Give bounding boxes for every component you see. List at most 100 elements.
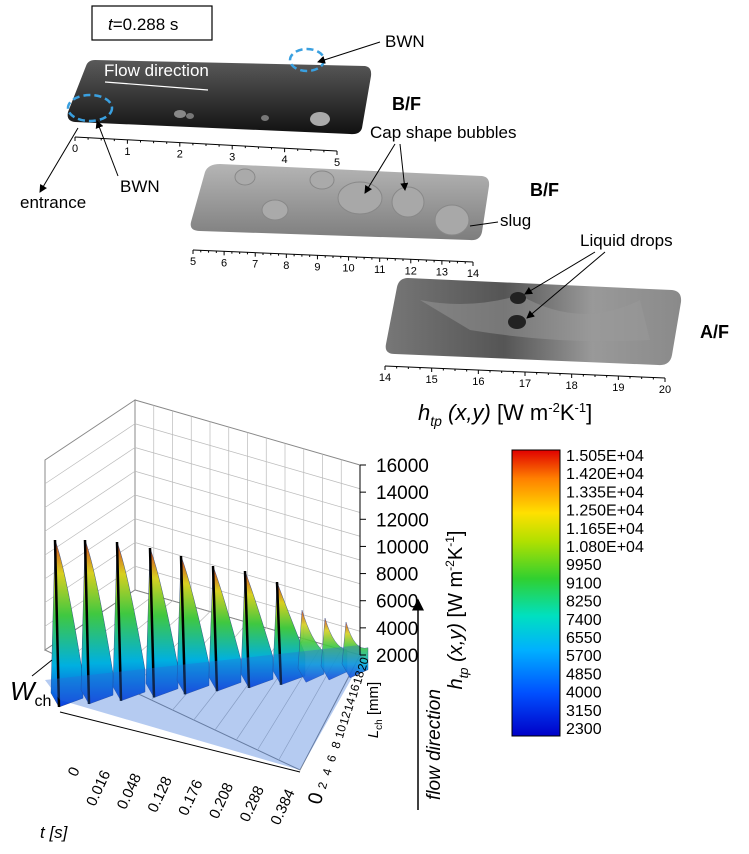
l-tick-label: 4 <box>320 767 335 777</box>
t-tick-label: 0.208 <box>206 780 237 821</box>
t-tick-label: 0.048 <box>114 771 145 812</box>
grid-line <box>66 595 154 661</box>
colorbar <box>511 449 561 737</box>
l-tick-label: 18 <box>350 669 367 686</box>
peak-edge <box>243 570 251 689</box>
tick-label: 15 <box>426 374 438 386</box>
z-axis-title: htp (x,y) [W m-2K-1] <box>443 531 471 690</box>
arrow <box>399 143 409 191</box>
colorbar-label: 1.250E+04 <box>566 503 644 520</box>
tick-label: 11 <box>374 264 385 276</box>
tick-label: 9 <box>314 261 320 273</box>
time-box <box>91 5 213 41</box>
l-tick-label: 14 <box>341 696 358 713</box>
l-tick-label: 6 <box>324 753 339 763</box>
t-tick-label: 0.288 <box>237 783 268 824</box>
colorbar-label: 6550 <box>566 630 602 647</box>
flow-arrow <box>104 81 209 91</box>
arrow <box>95 120 119 177</box>
tick-label: 8 <box>283 260 289 272</box>
tick-label: 10 <box>342 263 354 275</box>
tick-label: 16 <box>472 376 484 388</box>
t-tick-label: 0.384 <box>267 787 298 828</box>
colorbar-label: 4850 <box>566 666 602 683</box>
colorbar-label: 2300 <box>566 721 602 738</box>
colorbar-label: 9100 <box>566 575 602 592</box>
frame-1 <box>67 60 372 135</box>
axis-line <box>59 711 301 773</box>
flow-label: flow direction <box>424 689 445 800</box>
l-tick-label: 2 <box>315 780 330 790</box>
surface <box>45 539 369 770</box>
drop <box>510 292 526 304</box>
drops-label: Liquid drops <box>580 231 673 250</box>
width-pointer <box>31 659 53 677</box>
colorbar-labels: 1.505E+041.420E+041.335E+04 1.250E+041.16… <box>566 448 644 738</box>
arrow <box>469 221 499 227</box>
peak-edge <box>53 539 61 708</box>
bubble <box>391 186 425 218</box>
tick-label: 13 <box>436 267 448 279</box>
bubbles-label: Cap shape bubbles <box>370 123 517 142</box>
z-tick-label: 16000 <box>376 456 429 477</box>
z-axis: 16000 14000 12000 10000 8000 6000 4000 2000 <box>359 456 429 667</box>
peak-edge <box>83 539 91 705</box>
z-tick-label: 14000 <box>376 483 429 504</box>
tick-label: 20 <box>659 384 671 396</box>
t-tick-label: 0 <box>65 765 84 780</box>
colorbar-label: 1.335E+04 <box>566 484 644 501</box>
z-tick-label: 12000 <box>376 510 429 531</box>
l-tick-label: 10 <box>332 723 349 740</box>
bubble <box>310 112 330 126</box>
z-tick-label: 6000 <box>376 592 418 613</box>
width-label: Wch <box>10 676 51 710</box>
l-tick-label: 16 <box>346 682 363 699</box>
tick-label: 3 <box>229 151 235 163</box>
frame-label: B/F <box>530 180 559 200</box>
grid-line <box>44 470 136 532</box>
tick-label: 17 <box>519 378 531 390</box>
peak <box>341 621 369 679</box>
peak-edge <box>275 581 283 685</box>
grid-line <box>44 494 136 556</box>
grid-line <box>44 447 136 508</box>
tick-label: 5 <box>190 256 196 268</box>
colorbar-label: 3150 <box>566 703 602 720</box>
bubble <box>309 170 335 190</box>
l-tick-label: 8 <box>329 740 344 750</box>
colorbar-label: 1.505E+04 <box>566 448 644 465</box>
bwn-marker <box>66 93 114 123</box>
tick-label: 4 <box>282 154 288 166</box>
colorbar-label: 1.420E+04 <box>566 466 644 483</box>
peak-edge <box>115 541 123 701</box>
entrance-label: entrance <box>20 193 86 212</box>
tick-label: 6 <box>221 257 227 269</box>
colorbar-title: htp (x,y) [W m-2K-1] <box>418 400 592 429</box>
z-tick-label: 4000 <box>376 619 418 640</box>
tick-label: 0 <box>72 143 78 155</box>
tick-label: 7 <box>252 259 258 271</box>
bubble <box>174 110 186 118</box>
colorbar-label: 8250 <box>566 594 602 611</box>
arrow <box>364 143 396 194</box>
t-tick-label: 0.016 <box>83 768 114 809</box>
tick-label: 12 <box>405 265 417 277</box>
frame-label: A/F <box>700 322 729 342</box>
bubble <box>234 168 256 186</box>
colorbar-label: 4000 <box>566 685 602 702</box>
tick-label: 18 <box>566 380 578 392</box>
t-axis-title: t [s] <box>40 823 69 842</box>
bwn-label: BWN <box>120 177 160 196</box>
z-tick-label: 8000 <box>376 565 418 586</box>
peak-edge <box>148 547 156 698</box>
bubble <box>337 181 383 215</box>
t-tick-label: 0.128 <box>144 774 175 815</box>
tick-label: 14 <box>467 268 479 280</box>
z-tick-label: 2000 <box>376 646 418 667</box>
arrow <box>524 251 596 295</box>
bubble <box>261 199 289 221</box>
bubble <box>434 204 470 236</box>
arrow <box>39 127 79 193</box>
